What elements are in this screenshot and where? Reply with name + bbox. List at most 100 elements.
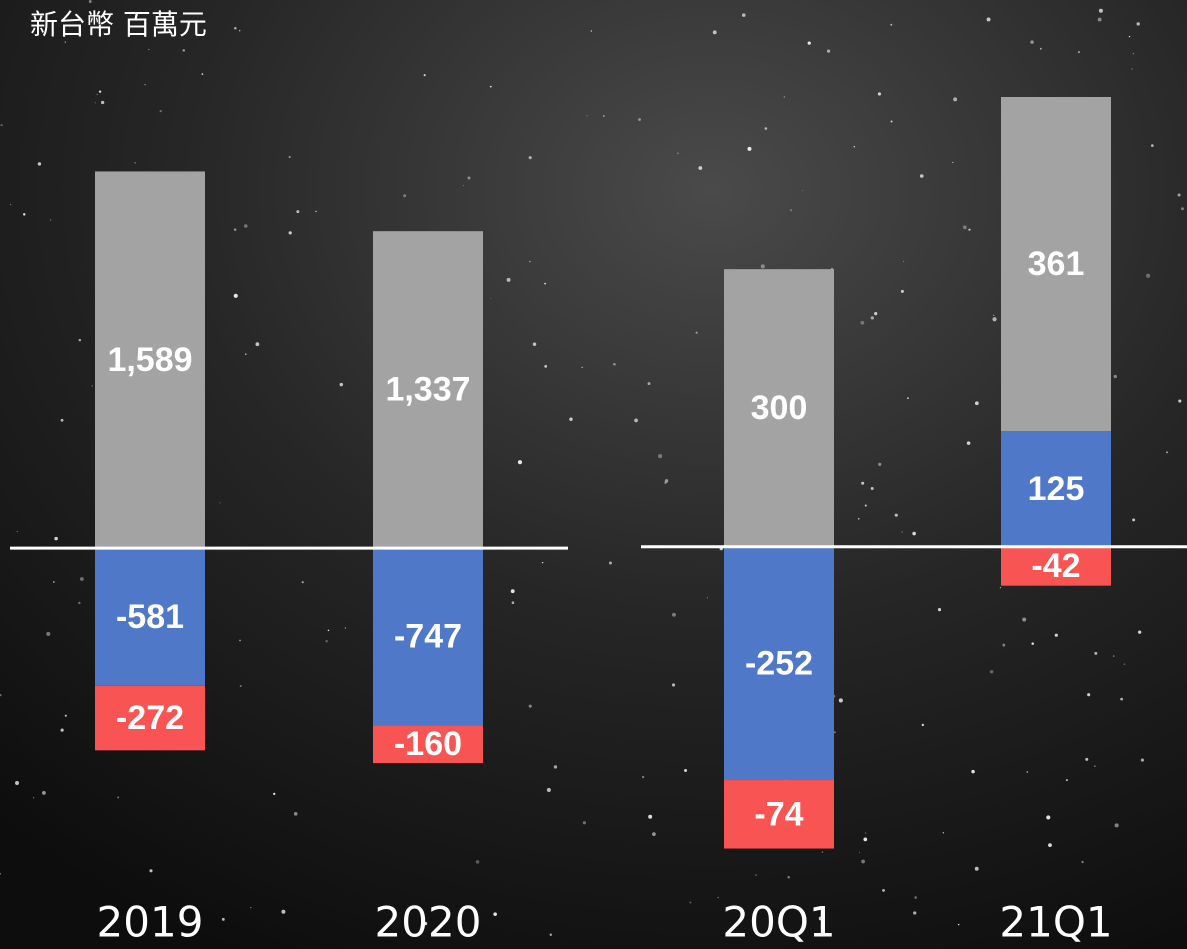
value-label: 1,337 <box>385 371 470 409</box>
star <box>787 876 790 879</box>
star <box>987 18 991 22</box>
star <box>554 765 557 768</box>
star <box>1022 617 1026 621</box>
star <box>689 902 691 904</box>
star <box>273 793 275 795</box>
star <box>0 124 2 126</box>
star <box>634 419 638 423</box>
star <box>1098 18 1102 22</box>
star <box>834 731 836 733</box>
star <box>61 729 64 732</box>
star <box>550 934 552 936</box>
star <box>325 640 327 642</box>
star <box>518 460 522 464</box>
value-label: -252 <box>745 644 813 682</box>
star <box>289 156 291 158</box>
star <box>652 832 656 836</box>
x-tick-label: 20Q1 <box>722 898 835 947</box>
star <box>1002 644 1005 647</box>
star <box>802 190 803 191</box>
star <box>1031 642 1034 645</box>
star <box>808 42 811 45</box>
star <box>289 231 292 234</box>
star <box>219 502 220 503</box>
star <box>15 781 19 785</box>
star <box>493 912 497 916</box>
star <box>878 92 881 95</box>
star <box>53 581 55 583</box>
star <box>822 851 824 853</box>
star <box>134 162 136 164</box>
star <box>61 419 64 422</box>
star <box>424 74 426 76</box>
star <box>922 724 924 726</box>
star <box>1081 861 1083 863</box>
value-label: 300 <box>751 389 808 427</box>
star <box>239 640 241 642</box>
star <box>591 30 592 31</box>
star <box>23 213 25 215</box>
star <box>861 482 864 485</box>
chart: 新台幣 百萬元 -581-2721,5892019-747-1601,33720… <box>0 0 1187 949</box>
star <box>544 365 547 368</box>
star <box>239 30 240 31</box>
star <box>990 670 994 674</box>
unit-label: 新台幣 百萬元 <box>30 8 207 41</box>
star <box>1129 36 1130 37</box>
star <box>1114 375 1117 378</box>
star <box>975 867 979 871</box>
star <box>1030 40 1033 43</box>
star <box>742 13 746 17</box>
star <box>1094 652 1097 655</box>
star <box>1141 759 1144 762</box>
star <box>903 261 904 262</box>
star <box>871 487 874 490</box>
star <box>92 385 93 386</box>
star <box>920 174 924 178</box>
value-label: 125 <box>1028 470 1085 508</box>
star <box>89 0 92 3</box>
star <box>1048 843 1052 847</box>
star <box>642 776 644 778</box>
star <box>871 316 874 319</box>
star <box>144 84 145 85</box>
star <box>854 146 855 147</box>
star <box>403 194 406 197</box>
star <box>953 97 957 101</box>
star <box>1078 51 1080 53</box>
star <box>958 924 959 925</box>
star <box>1136 22 1139 25</box>
star <box>1040 48 1042 50</box>
star <box>222 918 225 921</box>
star <box>839 698 843 702</box>
star <box>1115 823 1119 827</box>
star <box>234 27 237 30</box>
star <box>547 788 551 792</box>
star <box>315 211 317 213</box>
star <box>79 339 82 342</box>
star <box>46 632 50 636</box>
star <box>1094 766 1095 767</box>
star <box>1166 451 1168 453</box>
star <box>1085 758 1088 761</box>
star <box>696 332 698 334</box>
star <box>938 608 941 611</box>
star <box>1151 144 1154 147</box>
star <box>148 49 149 50</box>
star <box>761 264 765 268</box>
star <box>80 577 84 581</box>
star <box>698 166 702 170</box>
star <box>912 532 916 536</box>
value-label: -160 <box>394 725 462 763</box>
star <box>1178 399 1181 402</box>
star <box>569 418 572 421</box>
star <box>902 531 903 532</box>
star <box>874 312 877 315</box>
star <box>1132 518 1135 521</box>
star <box>860 321 864 325</box>
star <box>968 229 970 231</box>
star <box>1131 68 1133 70</box>
star <box>50 219 52 221</box>
star <box>160 110 162 112</box>
star <box>33 797 34 798</box>
